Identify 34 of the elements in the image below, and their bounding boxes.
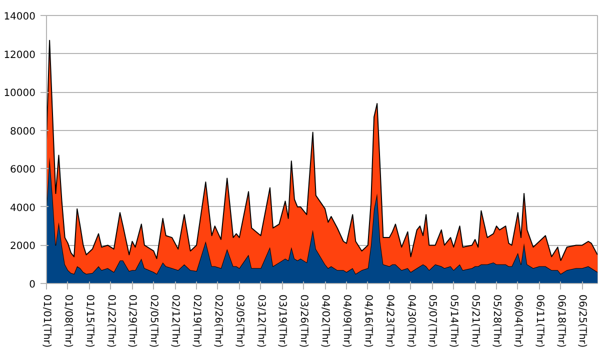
x-tick-label: 04/23(Thr)	[384, 294, 395, 348]
x-tick-label: 04/16(Thr)	[362, 294, 374, 348]
x-tick-label: 02/26(Thr)	[212, 294, 224, 348]
x-tick-label: 01/29(Thr)	[126, 294, 138, 348]
x-tick-label: 03/26(Thr)	[298, 294, 310, 348]
y-tick-label: 6000	[10, 164, 36, 176]
x-tick-label: 05/21(Thr)	[470, 294, 481, 348]
y-tick-label: 4000	[10, 202, 36, 214]
x-tick-label: 04/09(Thr)	[340, 294, 352, 348]
y-tick-label: 14000	[4, 12, 36, 22]
x-tick-label: 03/12(Thr)	[255, 294, 266, 348]
x-tick-label: 02/12(Thr)	[170, 294, 181, 348]
x-tick-label: 01/15(Thr)	[84, 294, 95, 348]
x-tick-label: 03/05(Thr)	[234, 294, 245, 348]
x-tick-label: 04/02(Thr)	[320, 294, 331, 348]
y-tick-label: 0	[29, 280, 36, 290]
x-tick-label: 02/19(Thr)	[190, 294, 202, 348]
x-tick-label: 06/04(Thr)	[512, 294, 524, 348]
x-tick-label: 05/28(Thr)	[490, 294, 502, 348]
x-tick-label: 01/08(Thr)	[62, 294, 74, 348]
x-tick-label: 02/05(Thr)	[148, 294, 160, 348]
y-tick-label: 12000	[4, 50, 36, 61]
y-tick-label: 10000	[4, 88, 36, 100]
y-tick-label: 8000	[10, 126, 36, 138]
x-tick-label: 05/14(Thr)	[448, 294, 460, 348]
x-tick-label: 03/19(Thr)	[276, 294, 288, 348]
y-tick-label: 2000	[10, 241, 36, 252]
x-tick-label: 06/25(Thr)	[576, 294, 588, 348]
x-tick-label: 06/18(Thr)	[555, 294, 566, 348]
x-tick-label: 01/01(Thr)	[41, 294, 52, 348]
x-tick-label: 01/22(Thr)	[105, 294, 116, 348]
x-tick-label: 05/07(Thr)	[426, 294, 438, 348]
x-tick-label: 06/11(Thr)	[534, 294, 545, 348]
x-tick-label: 04/30(Thr)	[405, 294, 416, 348]
